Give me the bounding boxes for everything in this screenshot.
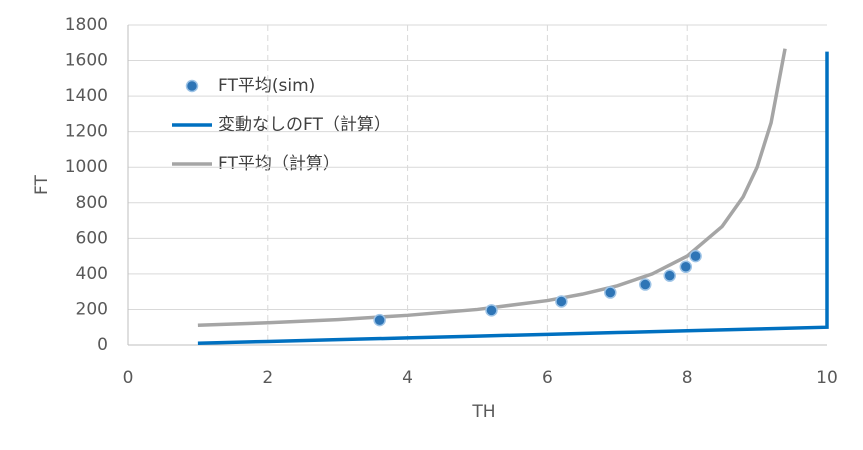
y-tick-label: 800 bbox=[76, 193, 108, 213]
x-axis-title: TH bbox=[471, 402, 495, 422]
legend-label: 変動なしのFT（計算） bbox=[218, 115, 391, 135]
line-series bbox=[197, 51, 829, 345]
x-tick-label: 2 bbox=[262, 368, 273, 388]
y-tick-label: 0 bbox=[97, 335, 108, 355]
legend: FT平均(sim) 変動なしのFT（計算） FT平均（計算） bbox=[172, 76, 391, 174]
legend-label: FT平均(sim) bbox=[218, 76, 315, 96]
data-point bbox=[639, 278, 652, 291]
x-tick-label: 4 bbox=[402, 368, 413, 388]
x-tick-label: 8 bbox=[682, 368, 693, 388]
data-point bbox=[663, 269, 676, 282]
y-tick-label: 1000 bbox=[65, 157, 108, 177]
x-tick-label: 0 bbox=[123, 368, 134, 388]
data-point bbox=[604, 286, 617, 299]
y-tick-label: 400 bbox=[76, 264, 108, 284]
legend-label: FT平均（計算） bbox=[218, 154, 340, 174]
y-tick-label: 1800 bbox=[65, 15, 108, 35]
legend-marker bbox=[185, 79, 199, 93]
y-tick-label: 200 bbox=[76, 299, 108, 319]
data-point bbox=[555, 295, 568, 308]
y-axis-title: FT bbox=[32, 174, 52, 194]
data-point bbox=[373, 313, 386, 327]
line-series bbox=[197, 48, 787, 328]
data-point bbox=[485, 304, 498, 317]
data-point bbox=[689, 249, 702, 263]
x-tick-label: 6 bbox=[542, 368, 553, 388]
x-tick-label: 10 bbox=[816, 368, 838, 388]
y-tick-label: 1200 bbox=[65, 122, 108, 142]
y-tick-label: 1400 bbox=[65, 86, 108, 106]
data-point bbox=[679, 260, 693, 274]
y-tick-label: 1600 bbox=[65, 51, 108, 71]
y-tick-label: 600 bbox=[76, 228, 108, 248]
